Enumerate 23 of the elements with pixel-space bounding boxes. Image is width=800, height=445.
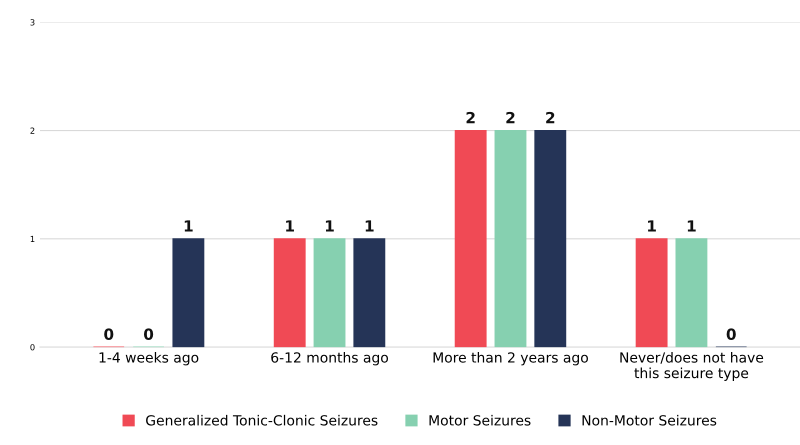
x-tick-label: 1-4 weeks ago — [100, 352, 198, 366]
legend-label: Generalized Tonic-Clonic Seizures — [146, 414, 378, 426]
data-label: 1 — [184, 220, 193, 232]
y-tick-label: 2 — [30, 128, 34, 134]
x-tick-label: More than 2 years ago — [434, 352, 588, 366]
legend-label: Motor Seizures — [430, 414, 531, 426]
data-label: 0 — [726, 328, 736, 340]
data-label: 0 — [104, 328, 114, 340]
data-label: 1 — [648, 220, 656, 232]
data-label: 2 — [506, 112, 514, 124]
x-tick-label: Never/does not have this seizure type — [620, 352, 764, 381]
x-tick-label: 6-12 months ago — [271, 352, 388, 366]
y-tick-label: 1 — [30, 236, 34, 242]
legend-label: Non-Motor Seizures — [582, 414, 716, 426]
data-label: 1 — [326, 220, 334, 232]
y-tick-label: 0 — [30, 344, 35, 350]
data-label: 0 — [144, 328, 154, 340]
y-tick-label: 3 — [30, 19, 34, 26]
data-label: 2 — [466, 112, 475, 124]
data-label: 1 — [688, 220, 696, 232]
data-label: 1 — [366, 220, 374, 232]
data-label: 1 — [286, 220, 294, 232]
data-label: 2 — [546, 112, 554, 124]
